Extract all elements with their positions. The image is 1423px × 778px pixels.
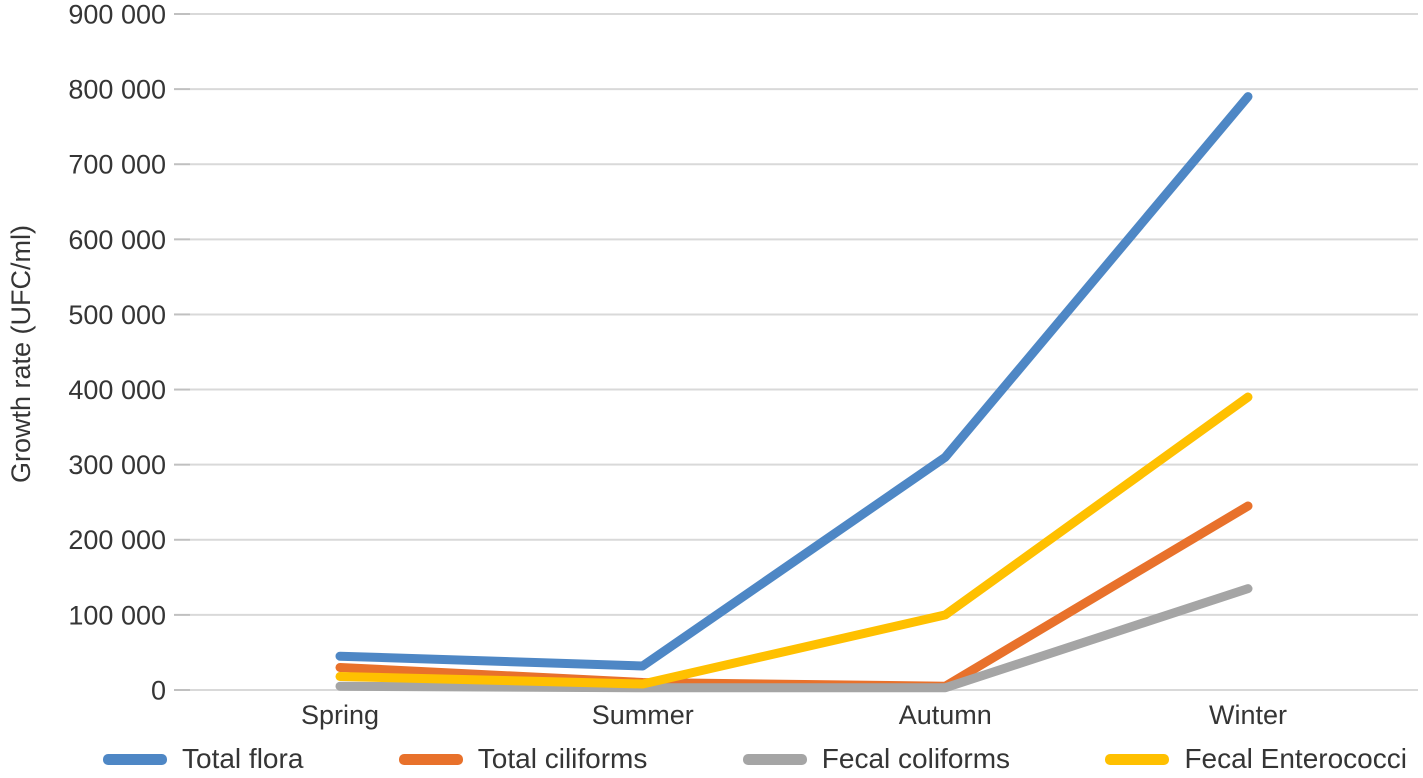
legend-item-fecal-enterococci: Fecal Enterococci [1105,743,1407,775]
y-tick-label: 400 000 [68,375,166,405]
line-chart: 0 100 000 200 000 300 000 400 000 500 000 600 … [68,0,1418,730]
legend-label: Fecal coliforms [821,743,1011,774]
y-tick-label: 500 000 [68,300,166,330]
y-tick-label: 600 000 [68,225,166,255]
legend-swatch-total-ciliforms [398,753,463,765]
y-tick-label: 0 [151,675,166,705]
y-tick-label: 200 000 [68,525,166,555]
y-tick-label: 700 000 [68,150,166,180]
legend-swatch-total-flora [103,753,167,765]
legend-item-total-ciliforms: Total ciliforms [398,743,648,775]
x-tick-label-autumn: Autumn [899,700,992,730]
y-axis-title: Growth rate (UFC/ml) [6,224,36,484]
chart-legend: Total flora Total ciliforms Fecal colifo… [103,742,1407,776]
legend-label: Fecal Enterococci [1184,743,1407,774]
series-line-fecal-enterococci [335,392,1253,689]
y-tick-label: 100 000 [68,600,166,630]
legend-swatch-fecal-enterococci [1105,753,1170,765]
legend-label: Total flora [182,743,304,774]
x-tick-label-summer: Summer [592,700,694,730]
legend-item-fecal-coliforms: Fecal coliforms [742,743,1011,775]
y-tick-label: 900 000 [68,0,166,29]
y-tick-label: 300 000 [68,450,166,480]
x-tick-label-spring: Spring [301,700,379,730]
series-line-total-flora [335,92,1253,671]
legend-label: Total ciliforms [477,743,648,774]
x-tick-label-winter: Winter [1209,700,1287,730]
y-tick-label: 800 000 [68,75,166,105]
legend-swatch-fecal-coliforms [742,753,807,765]
legend-item-total-flora: Total flora [103,743,303,775]
series-line-fecal-coliforms [335,584,1253,693]
